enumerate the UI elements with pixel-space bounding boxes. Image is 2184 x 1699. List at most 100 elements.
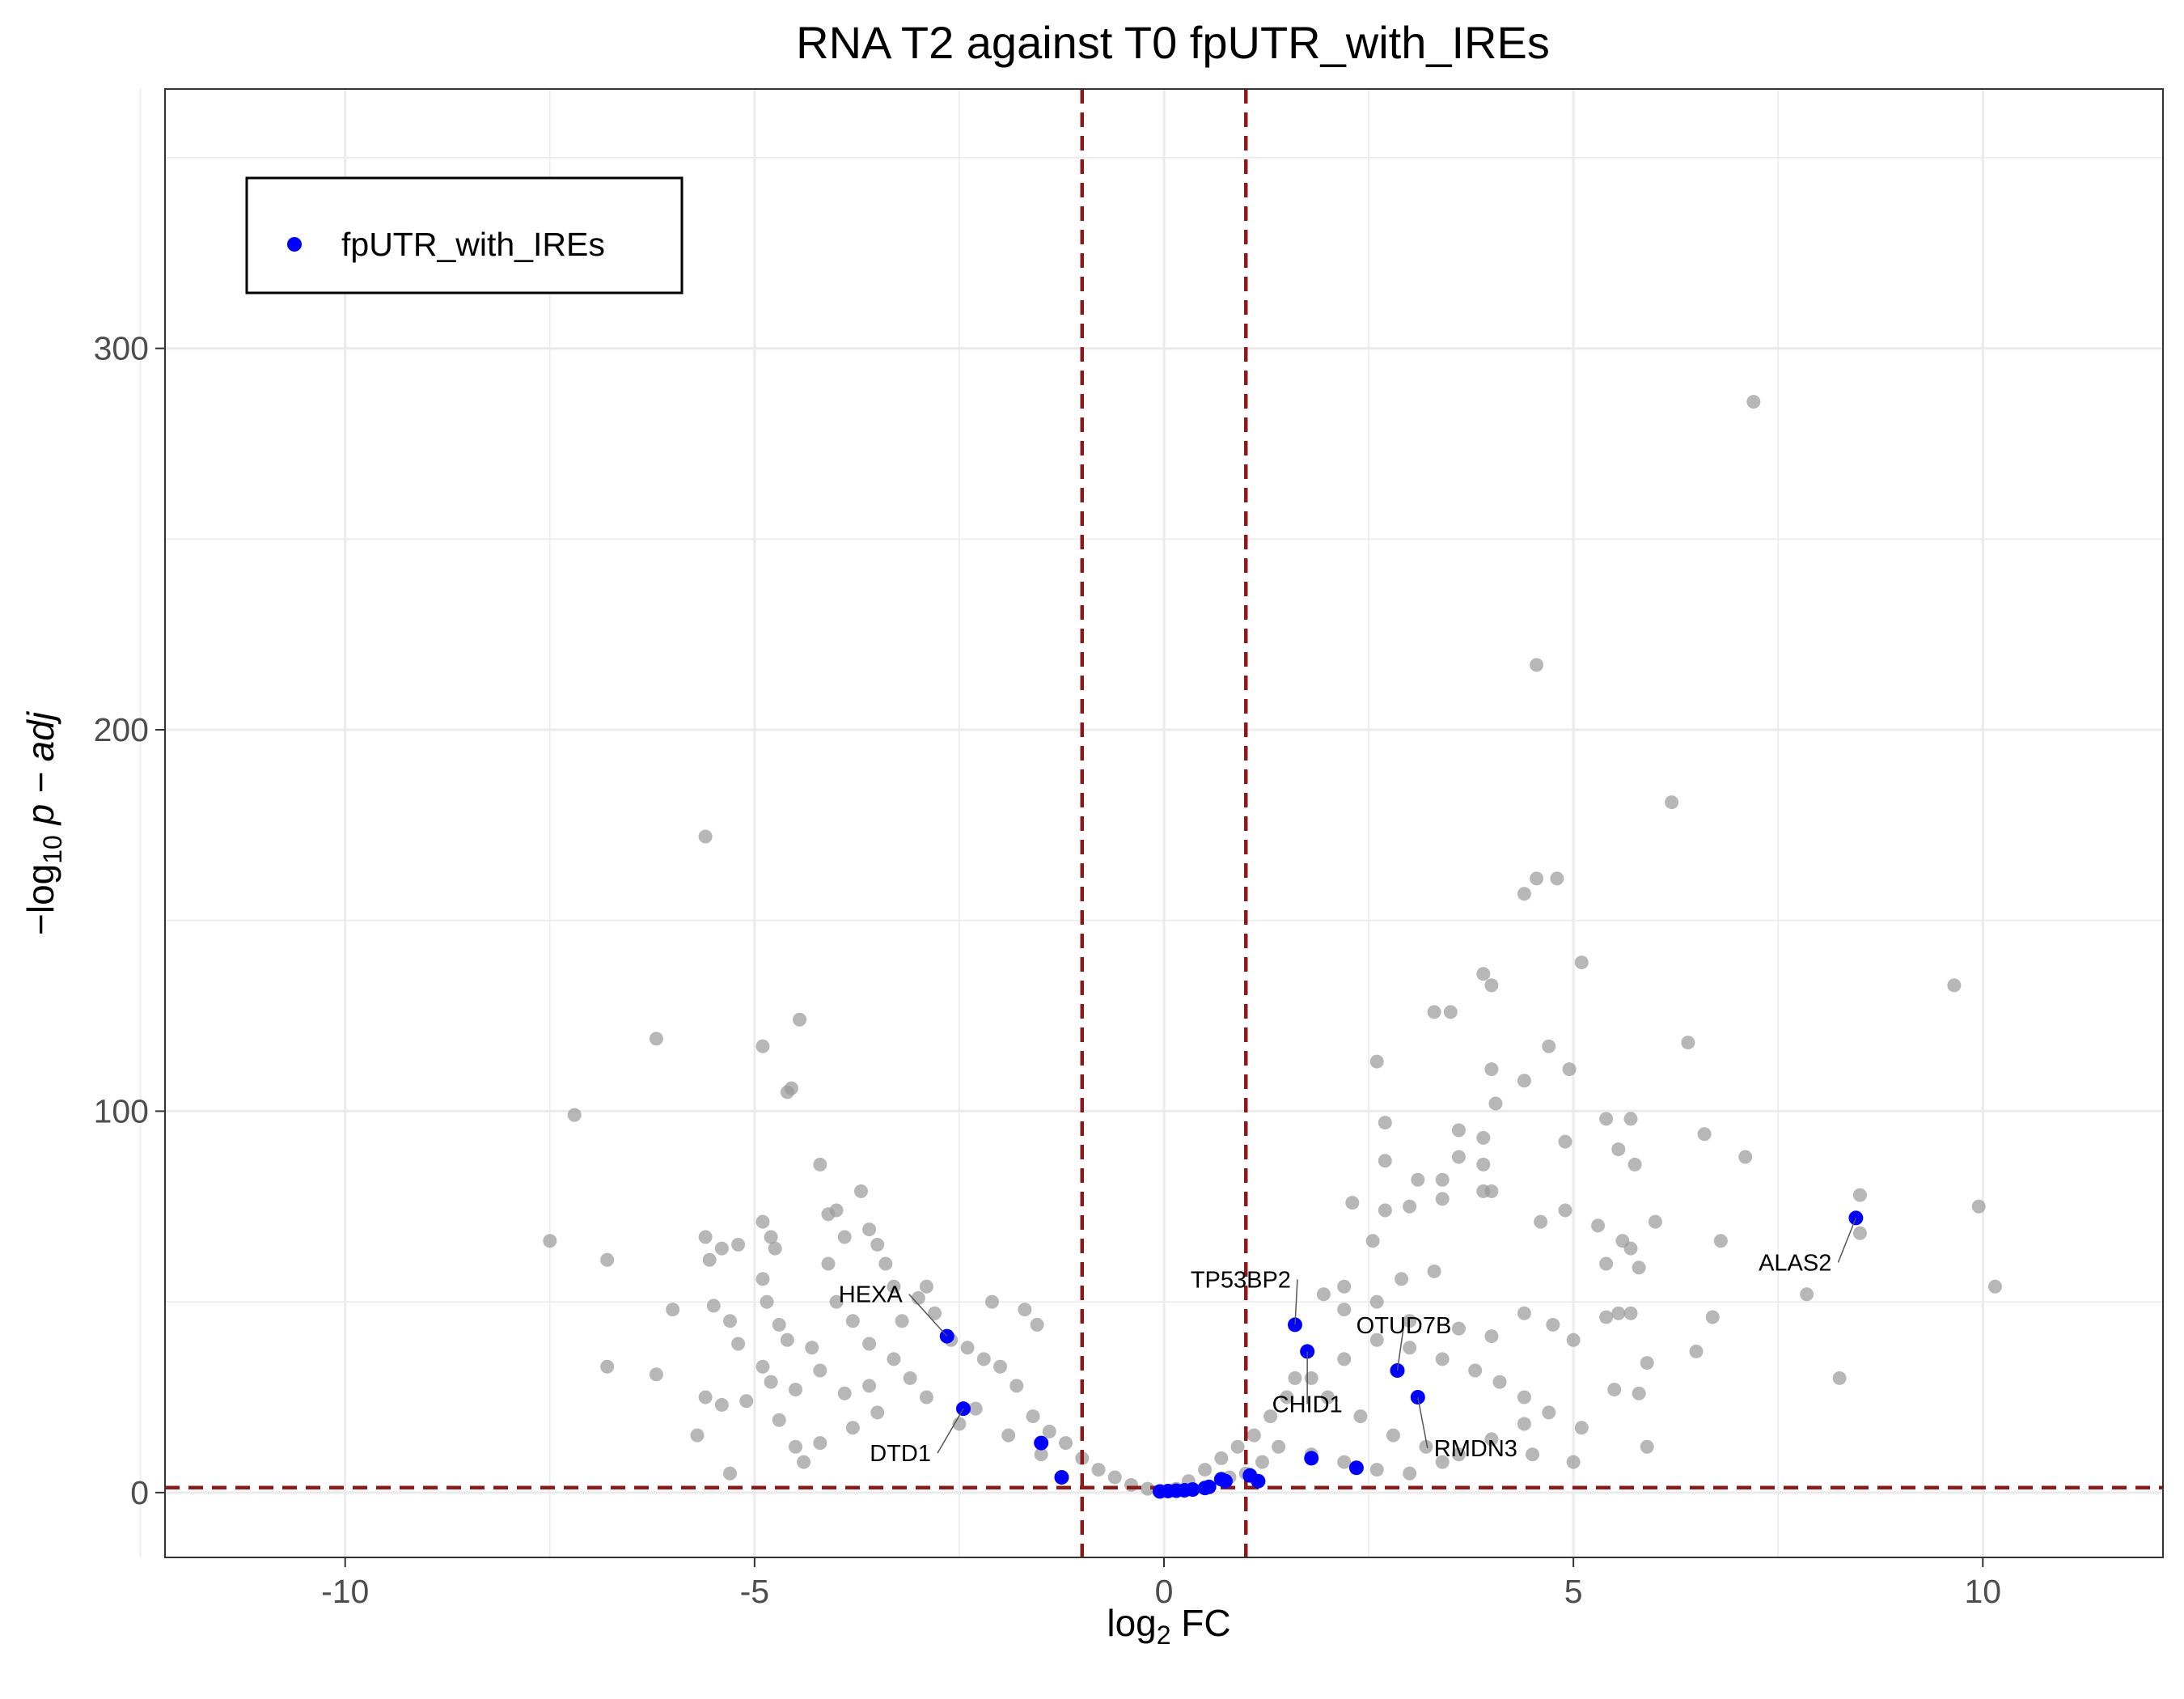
gene-point <box>1546 1317 1560 1332</box>
gene-point <box>1230 1439 1245 1454</box>
gene-point <box>1713 1234 1728 1248</box>
gene-point <box>698 1230 713 1244</box>
gene-point <box>1451 1150 1466 1164</box>
gene-point <box>878 1256 893 1271</box>
gene-point <box>1451 1321 1466 1336</box>
gene-point <box>1492 1375 1507 1389</box>
gene-point <box>1026 1409 1040 1424</box>
gene-point <box>1476 967 1491 981</box>
gene-point <box>1337 1455 1352 1469</box>
gene-point <box>968 1401 983 1416</box>
gene-point <box>1337 1352 1352 1366</box>
gene-point <box>1427 1005 1441 1019</box>
gene-point <box>764 1375 778 1389</box>
gene-point <box>1542 1405 1556 1420</box>
legend-label: fpUTR_with_IREs <box>341 226 605 263</box>
gene-point <box>1517 887 1531 901</box>
gene-point <box>1852 1188 1867 1202</box>
gene-point <box>1451 1123 1466 1138</box>
gene-point <box>1689 1344 1704 1358</box>
gene-point <box>1411 1172 1425 1187</box>
gene-point <box>756 1272 770 1286</box>
gene-point <box>1517 1417 1531 1431</box>
gene-point <box>1107 1470 1122 1485</box>
gene-point <box>1288 1371 1302 1385</box>
gene-point <box>1611 1142 1626 1157</box>
gene-label-leader <box>1294 1279 1298 1325</box>
gene-point <box>1369 1054 1384 1069</box>
gene-point <box>1476 1130 1491 1145</box>
gene-point <box>1320 1390 1335 1405</box>
gene-label-leader <box>937 1408 964 1454</box>
gene-point <box>1484 1184 1499 1198</box>
gene-point <box>1369 1333 1384 1347</box>
gene-point <box>722 1466 737 1481</box>
gene-point <box>829 1203 844 1218</box>
gene-point <box>1403 1341 1417 1355</box>
gene-point <box>1001 1428 1016 1443</box>
gene-point <box>1476 1157 1491 1172</box>
gene-point <box>1386 1428 1400 1443</box>
gene-point <box>1697 1127 1712 1142</box>
gene-point <box>1255 1455 1269 1469</box>
gene-point <box>1517 1306 1531 1320</box>
gene-label: ALAS2 <box>1759 1250 1831 1276</box>
gene-point <box>1488 1096 1503 1111</box>
gene-point <box>862 1379 877 1393</box>
gene-point <box>666 1303 680 1317</box>
gene-point <box>1681 1036 1695 1050</box>
gene-point <box>1566 1455 1581 1469</box>
gene-label-leader <box>1837 1218 1857 1263</box>
gene-point <box>1435 1352 1450 1366</box>
gene-point <box>1623 1241 1638 1256</box>
gene-point <box>772 1413 786 1427</box>
gene-point <box>853 1184 868 1198</box>
ire-gene-point <box>1251 1473 1266 1489</box>
gene-point <box>1947 978 1962 993</box>
gene-point <box>793 1012 807 1027</box>
y-axis: 0 100 200 300 <box>94 330 165 1511</box>
gene-point <box>1566 1333 1581 1347</box>
gene-point <box>1640 1356 1654 1371</box>
gene-point <box>600 1359 615 1374</box>
gene-label-leader <box>908 1294 948 1337</box>
gene-point <box>1852 1226 1867 1240</box>
ire-gene-point <box>1185 1482 1200 1498</box>
gene-point <box>768 1241 782 1256</box>
gene-label: OTUD7B <box>1357 1313 1452 1339</box>
gene-point <box>698 829 713 844</box>
gene-point <box>1272 1439 1286 1454</box>
ire-gene-point <box>1054 1470 1069 1485</box>
gene-point <box>1198 1463 1213 1477</box>
gene-point <box>1316 1287 1331 1302</box>
gene-point <box>543 1234 557 1248</box>
gene-point <box>845 1421 860 1435</box>
y-axis-title: −log10 p − adj <box>19 710 67 935</box>
gene-point <box>788 1383 802 1397</box>
gene-point <box>1427 1264 1441 1278</box>
gene-point <box>1632 1260 1646 1275</box>
gene-label: CHID1 <box>1272 1392 1343 1417</box>
gene-point <box>960 1341 975 1355</box>
gene-point <box>1378 1154 1392 1168</box>
gene-point <box>1403 1314 1417 1328</box>
chart-title: RNA T2 against T0 fpUTR_with_IREs <box>796 17 1550 68</box>
gene-point <box>805 1341 819 1355</box>
y-axis-title-sub: 10 <box>38 835 67 864</box>
gene-point <box>887 1352 901 1366</box>
gene-point <box>984 1294 999 1309</box>
gene-point <box>1599 1310 1614 1324</box>
gene-point <box>764 1230 778 1244</box>
gene-point <box>821 1256 836 1271</box>
legend: fpUTR_with_IREs <box>245 176 684 294</box>
gene-point <box>756 1359 770 1374</box>
gene-point <box>911 1290 925 1305</box>
gene-point <box>837 1386 852 1400</box>
gene-point <box>829 1294 844 1309</box>
gene-point <box>1369 1294 1384 1309</box>
gene-point <box>690 1428 705 1443</box>
gene-point <box>1530 658 1544 672</box>
gene-point <box>1971 1199 1986 1214</box>
gene-point <box>928 1306 942 1320</box>
gene-point <box>837 1230 852 1244</box>
